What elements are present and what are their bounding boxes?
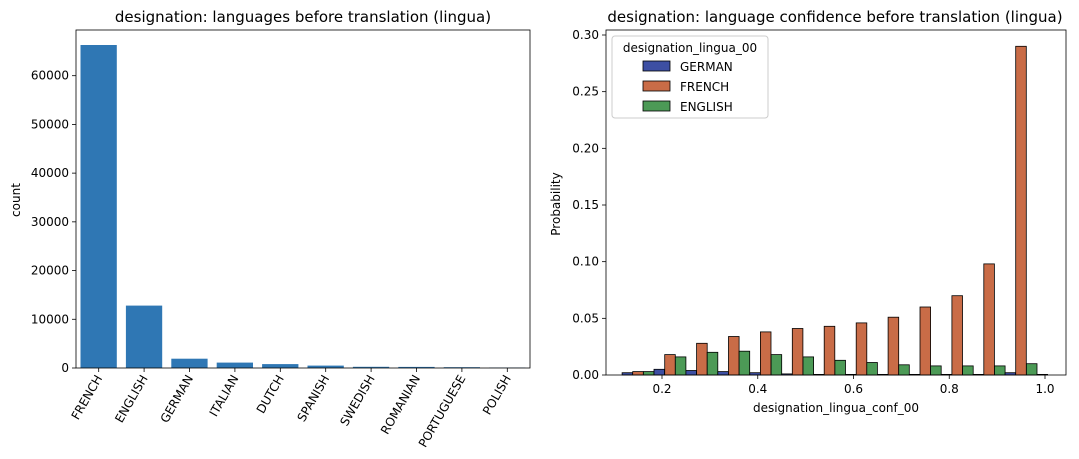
y-tick-label: 0.05 xyxy=(572,311,599,325)
x-tick-label: PORTUGUESE xyxy=(416,373,469,450)
right-x-axis-label: designation_lingua_conf_00 xyxy=(753,401,919,415)
bar-german xyxy=(171,358,208,368)
bar-english xyxy=(643,371,655,376)
bar-german xyxy=(653,368,666,376)
x-tick-label: SWEDISH xyxy=(337,373,377,429)
y-tick-label: 10000 xyxy=(31,312,69,326)
bar-french xyxy=(855,322,868,376)
y-tick-label: 20000 xyxy=(31,264,69,278)
legend-label-german: GERMAN xyxy=(680,60,733,74)
left-bars xyxy=(80,45,526,368)
x-tick-label: 0.8 xyxy=(940,382,959,396)
y-tick-label: 40000 xyxy=(31,166,69,180)
x-tick-label: ENGLISH xyxy=(112,373,150,426)
x-tick-label: ITALIAN xyxy=(207,373,242,419)
x-tick-label: ROMANIAN xyxy=(378,373,423,437)
bar-english xyxy=(770,354,783,376)
left-y-axis-label: count xyxy=(9,183,23,217)
y-tick-label: 0 xyxy=(61,361,69,375)
language-confidence-chart: designation: language confidence before … xyxy=(549,8,1067,415)
left-chart-title: designation: languages before translatio… xyxy=(115,8,491,26)
x-tick-label: FRENCH xyxy=(69,373,106,423)
bar-italian xyxy=(216,362,253,368)
legend-label-french: FRENCH xyxy=(680,80,729,94)
legend-box xyxy=(611,35,769,119)
bar-german xyxy=(685,370,697,376)
x-tick-label: GERMAN xyxy=(158,373,197,426)
y-tick-label: 50000 xyxy=(31,117,69,131)
bar-german xyxy=(717,371,729,376)
legend-swatch-english xyxy=(642,100,671,112)
bar-swedish xyxy=(352,366,390,368)
left-x-ticks: FRENCH ENGLISH GERMAN ITALIAN DUTCH SPANISH SW… xyxy=(69,368,514,450)
y-tick-label: 0.10 xyxy=(572,255,599,269)
bar-romanian xyxy=(398,366,435,368)
bar-english xyxy=(962,365,974,376)
bar-english xyxy=(738,350,751,376)
x-tick-label: 1.0 xyxy=(1035,382,1054,396)
bar-english xyxy=(930,365,942,376)
bar-french xyxy=(632,371,644,376)
y-tick-label: 0.20 xyxy=(572,141,599,155)
x-tick-label: 0.6 xyxy=(844,382,863,396)
bar-english xyxy=(898,364,910,376)
bar-english xyxy=(802,356,815,376)
bar-french xyxy=(791,328,804,376)
bar-french xyxy=(983,263,995,376)
legend-label-english: ENGLISH xyxy=(680,100,733,114)
left-y-ticks: 0 10000 20000 30000 40000 50000 60000 xyxy=(31,69,76,375)
y-tick-label: 30000 xyxy=(31,215,69,229)
y-tick-label: 60000 xyxy=(31,69,69,83)
bar-dutch xyxy=(262,364,299,368)
language-count-chart: designation: languages before translatio… xyxy=(9,8,531,450)
right-chart-title: designation: language confidence before … xyxy=(607,8,1062,26)
x-tick-label: 0.2 xyxy=(652,382,671,396)
right-y-axis-label: Probability xyxy=(549,172,563,235)
bar-french xyxy=(919,306,932,376)
bar-english xyxy=(994,365,1006,376)
right-plot-frame xyxy=(605,29,1067,376)
bar-english xyxy=(866,362,878,376)
bar-french xyxy=(664,354,676,376)
bar-french xyxy=(823,325,836,376)
right-bars xyxy=(621,45,1049,376)
legend-swatch-french xyxy=(642,80,671,92)
left-plot-frame xyxy=(75,29,531,369)
bar-french xyxy=(951,295,963,376)
bar-english xyxy=(834,359,846,376)
y-tick-label: 0.30 xyxy=(572,28,599,42)
x-tick-label: DUTCH xyxy=(254,373,287,416)
x-tick-label: 0.4 xyxy=(748,382,767,396)
right-x-ticks: 0.2 0.4 0.6 0.8 1.0 xyxy=(652,375,1055,396)
bar-french xyxy=(760,331,772,376)
right-y-ticks: 0.00 0.05 0.10 0.15 0.20 0.25 0.30 xyxy=(572,28,606,382)
y-tick-label: 0.00 xyxy=(572,368,599,382)
bar-french xyxy=(728,336,740,376)
bar-french xyxy=(887,316,900,376)
legend-swatch-german xyxy=(642,60,671,72)
x-tick-label: POLISH xyxy=(480,373,514,418)
bar-english xyxy=(125,305,163,368)
y-tick-label: 0.15 xyxy=(572,198,599,212)
bar-spanish xyxy=(307,365,344,368)
bar-english xyxy=(674,356,687,376)
bar-french xyxy=(80,45,117,368)
bar-french xyxy=(696,342,708,376)
y-tick-label: 0.25 xyxy=(572,85,599,99)
bar-english xyxy=(706,351,719,376)
bar-french xyxy=(1015,45,1027,376)
legend-title: designation_lingua_00 xyxy=(623,41,757,55)
x-tick-label: SPANISH xyxy=(294,373,332,425)
legend-entries: GERMAN FRENCH ENGLISH xyxy=(642,60,733,114)
right-legend: designation_lingua_00 GERMAN FRENCH ENGLIS… xyxy=(611,35,769,119)
bar-english xyxy=(1026,363,1038,376)
